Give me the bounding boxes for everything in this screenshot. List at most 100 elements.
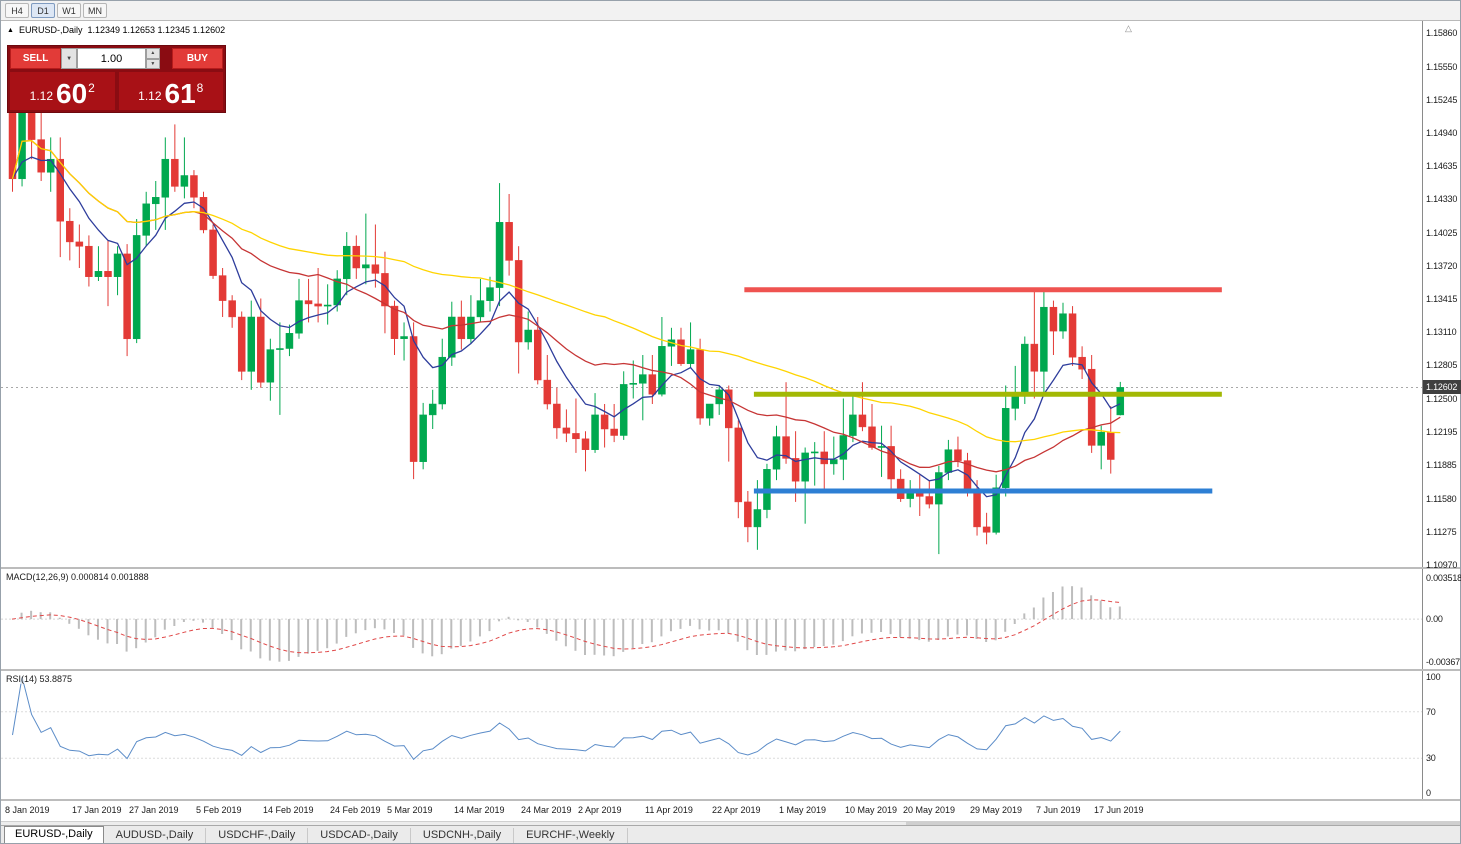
rsi-axis[interactable]: 100 70 30 0	[1422, 671, 1460, 799]
date-label: 5 Feb 2019	[196, 805, 242, 815]
price-tick-label: 1.12195	[1426, 427, 1458, 437]
date-label: 20 May 2019	[903, 805, 956, 815]
price-tick-label: 1.14025	[1426, 228, 1458, 238]
date-label: 17 Jun 2019	[1094, 805, 1144, 815]
rsi-indicator-label: RSI(14) 53.8875	[6, 674, 73, 684]
price-chart-canvas[interactable]	[1, 21, 1422, 567]
timeframe-button-h4[interactable]: H4	[5, 3, 29, 18]
date-label: 1 May 2019	[779, 805, 827, 815]
date-label: 5 Mar 2019	[387, 805, 433, 815]
macd-tick-label: -0.00367	[1426, 657, 1460, 667]
chart-ohlc-header: ▲ EURUSD-,Daily 1.12349 1.12653 1.12345 …	[7, 25, 225, 35]
date-label: 24 Mar 2019	[521, 805, 572, 815]
trade-prices-row: 1.12 60 2 1.12 61 8	[10, 72, 223, 110]
date-label: 8 Jan 2019	[5, 805, 50, 815]
price-tick-label: 1.11885	[1426, 460, 1457, 470]
chart-ohlc-values: 1.12349 1.12653 1.12345 1.12602	[87, 25, 226, 35]
macd-row: MACD(12,26,9) 0.000814 0.001888 0.003518…	[1, 569, 1461, 669]
volume-spin-up-button[interactable]: ▲	[146, 48, 160, 59]
rsi-tick-label: 0	[1426, 788, 1431, 798]
price-tick-label: 1.14635	[1426, 161, 1458, 171]
buy-price-pip: 8	[196, 81, 204, 95]
rsi-row: RSI(14) 53.8875 100 70 30 0	[1, 671, 1460, 799]
price-tick-label: 1.14940	[1426, 128, 1458, 138]
date-label: 7 Jun 2019	[1036, 805, 1081, 815]
scrollbar-handle[interactable]	[905, 822, 1460, 825]
chart-tab-eurusd[interactable]: EURUSD-,Daily	[4, 826, 104, 843]
buy-price-prefix: 1.12	[138, 89, 162, 103]
chart-tab-usdchf[interactable]: USDCHF-,Daily	[206, 828, 309, 843]
chart-tabs-bar: EURUSD-,Daily AUDUSD-,Daily USDCHF-,Daily U…	[1, 825, 1460, 843]
volume-stepper: ▲ ▼	[146, 48, 160, 69]
horizontal-scrollbar[interactable]	[1, 821, 1460, 825]
volume-input[interactable]	[77, 48, 146, 69]
sell-price-pip: 2	[88, 81, 95, 95]
timeframe-toolbar: H4 D1 W1 MN	[1, 1, 1460, 21]
symbol-marker-icon: ▲	[7, 26, 14, 34]
macd-area: MACD(12,26,9) 0.000814 0.001888	[1, 569, 1422, 669]
price-tick-label: 1.13720	[1426, 261, 1458, 271]
chart-symbol-label: EURUSD-,Daily	[18, 25, 83, 35]
sell-price-display[interactable]: 1.12 60 2	[10, 72, 115, 110]
volume-spin-down-button[interactable]: ▼	[146, 58, 160, 69]
price-tick-label: 1.15860	[1426, 28, 1458, 38]
rsi-area: RSI(14) 53.8875	[1, 671, 1422, 799]
date-label: 22 Apr 2019	[712, 805, 761, 815]
chevron-down-icon: ▼	[66, 55, 73, 62]
price-tick-label: 1.12500	[1426, 394, 1458, 404]
main-chart-area: ▲ EURUSD-,Daily 1.12349 1.12653 1.12345 …	[1, 21, 1422, 567]
date-label: 29 May 2019	[970, 805, 1023, 815]
price-tick-label: 1.13415	[1426, 294, 1458, 304]
one-click-trade-panel: SELL ▼ ▲ ▼ BUY 1.12 60 2	[7, 45, 226, 113]
sell-button[interactable]: SELL	[10, 48, 62, 69]
price-tick-label: 1.13110	[1426, 327, 1457, 337]
chart-tab-usdcad[interactable]: USDCAD-,Daily	[308, 828, 411, 843]
date-label: 24 Feb 2019	[330, 805, 381, 815]
time-axis[interactable]: 8 Jan 2019 17 Jan 2019 27 Jan 2019 5 Feb 20…	[1, 801, 1460, 821]
timeframe-button-mn[interactable]: MN	[83, 3, 107, 18]
trade-controls-row: SELL ▼ ▲ ▼ BUY	[10, 48, 223, 69]
chart-tab-usdcnh[interactable]: USDCNH-,Daily	[411, 828, 515, 843]
buy-button[interactable]: BUY	[171, 48, 223, 69]
date-label: 10 May 2019	[845, 805, 898, 815]
macd-canvas[interactable]	[1, 569, 1422, 669]
price-axis[interactable]: 1.15860 1.15550 1.15245 1.14940 1.14635 1.143…	[1422, 21, 1461, 570]
price-tick-label: 1.10970	[1426, 560, 1458, 570]
timeframe-button-w1[interactable]: W1	[57, 3, 81, 18]
macd-axis[interactable]: 0.003518 0.00 -0.00367	[1422, 569, 1461, 669]
rsi-tick-label: 70	[1426, 707, 1436, 717]
sell-price-prefix: 1.12	[29, 89, 53, 103]
price-tick-label: 1.14330	[1426, 194, 1458, 204]
timeframe-button-d1[interactable]: D1	[31, 3, 55, 18]
price-tick-label: 1.15245	[1426, 95, 1458, 105]
chart-tab-audusd[interactable]: AUDUSD-,Daily	[104, 828, 207, 843]
chart-tab-eurchf[interactable]: EURCHF-,Weekly	[514, 828, 628, 843]
panel-separator[interactable]	[1, 799, 1460, 801]
date-label: 17 Jan 2019	[72, 805, 122, 815]
date-label: 27 Jan 2019	[129, 805, 179, 815]
rsi-canvas[interactable]	[1, 671, 1422, 799]
sell-price-main: 60	[56, 78, 88, 109]
rsi-tick-label: 30	[1426, 753, 1436, 763]
date-label: 2 Apr 2019	[578, 805, 622, 815]
date-label: 14 Feb 2019	[263, 805, 314, 815]
price-tick-label: 1.12805	[1426, 360, 1458, 370]
volume-dropdown-button[interactable]: ▼	[61, 48, 77, 69]
macd-tick-label: 0.003518	[1426, 573, 1461, 583]
price-tick-label: 1.15550	[1426, 62, 1458, 72]
date-label: 11 Apr 2019	[645, 805, 693, 815]
macd-tick-label: 0.00	[1426, 614, 1443, 624]
rsi-tick-label: 100	[1426, 672, 1441, 682]
date-label: 14 Mar 2019	[454, 805, 505, 815]
panel-separator[interactable]	[1, 567, 1460, 569]
main-chart-row: ▲ EURUSD-,Daily 1.12349 1.12653 1.12345 …	[1, 21, 1461, 570]
chart-shift-marker-icon[interactable]: △	[1125, 23, 1132, 33]
current-price-badge: 1.12602	[1423, 380, 1461, 394]
buy-price-main: 61	[164, 78, 196, 109]
buy-price-display[interactable]: 1.12 61 8	[118, 72, 223, 110]
price-tick-label: 1.11275	[1426, 527, 1457, 537]
panel-separator[interactable]	[1, 669, 1460, 671]
macd-indicator-label: MACD(12,26,9) 0.000814 0.001888	[6, 572, 149, 582]
price-tick-label: 1.11580	[1426, 494, 1457, 504]
